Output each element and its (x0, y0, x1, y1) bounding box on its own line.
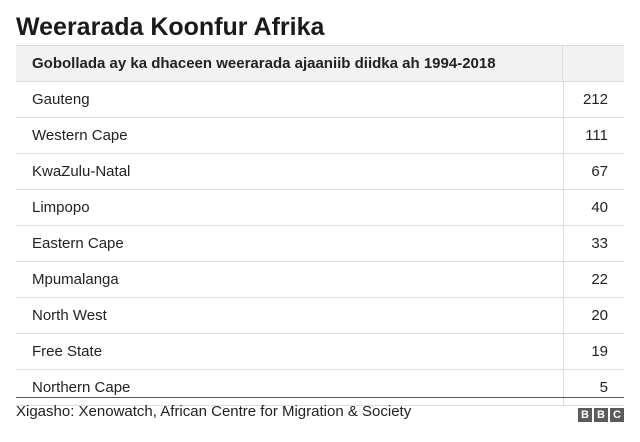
row-value: 111 (563, 118, 624, 153)
row-label: North West (32, 307, 107, 324)
table-row: KwaZulu-Natal 67 (16, 154, 624, 190)
row-label: KwaZulu-Natal (32, 163, 131, 180)
row-label: Free State (32, 343, 103, 360)
source-note: Xigasho: Xenowatch, African Centre for M… (16, 403, 412, 420)
data-table: Gobollada ay ka dhaceen weerarada ajaani… (16, 45, 624, 406)
row-label: Mpumalanga (32, 271, 119, 288)
row-value: 5 (563, 370, 624, 405)
logo-letter: B (594, 408, 608, 422)
row-value: 20 (563, 298, 624, 333)
bbc-logo: B B C (578, 408, 624, 422)
row-label: Eastern Cape (32, 235, 124, 252)
table-row: North West 20 (16, 298, 624, 334)
table-row: Northern Cape 5 (16, 370, 624, 406)
row-value: 22 (563, 262, 624, 297)
row-value: 40 (563, 190, 624, 225)
row-label: Northern Cape (32, 379, 131, 396)
row-value: 19 (563, 334, 624, 369)
table-header-row: Gobollada ay ka dhaceen weerarada ajaani… (16, 46, 624, 82)
row-value: 33 (563, 226, 624, 261)
chart-title: Weerarada Koonfur Afrika (16, 13, 325, 41)
logo-letter: B (578, 408, 592, 422)
row-value: 67 (563, 154, 624, 189)
table-row: Mpumalanga 22 (16, 262, 624, 298)
table-row: Western Cape 111 (16, 118, 624, 154)
row-value: 212 (563, 82, 624, 117)
row-label: Western Cape (32, 127, 128, 144)
table-row: Limpopo 40 (16, 190, 624, 226)
row-label: Gauteng (32, 91, 90, 108)
table-row: Gauteng 212 (16, 82, 624, 118)
row-label: Limpopo (32, 199, 90, 216)
table-row: Eastern Cape 33 (16, 226, 624, 262)
table-header-label: Gobollada ay ka dhaceen weerarada ajaani… (32, 55, 496, 72)
table-header-value (562, 46, 624, 81)
table-row: Free State 19 (16, 334, 624, 370)
footer-divider (16, 397, 624, 398)
table-body: Gauteng 212 Western Cape 111 KwaZulu-Natal 67… (16, 82, 624, 406)
logo-letter: C (610, 408, 624, 422)
